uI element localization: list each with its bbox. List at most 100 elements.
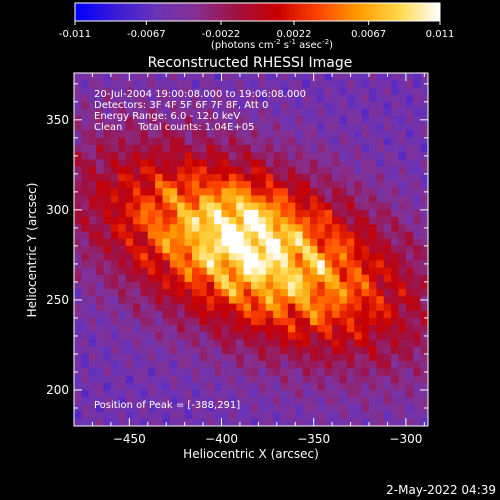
heatmap-cell [118,418,127,426]
heatmap-cell [295,253,304,261]
heatmap-cell [354,281,363,290]
heatmap-cell [169,181,178,189]
heatmap-cell [258,274,267,283]
heatmap-cell [398,260,407,269]
heatmap-cell [391,267,400,276]
heatmap-cell [413,411,422,420]
heatmap-cell [354,418,363,426]
heatmap-cell [354,73,363,81]
heatmap-cell [287,325,296,333]
heatmap-cell [236,116,245,125]
heatmap-cell [96,202,105,211]
heatmap-cell [280,310,289,319]
heatmap-cell [295,418,304,426]
heatmap-cell [155,217,164,225]
heatmap-cell [236,411,245,420]
heatmap-cell [339,418,348,426]
heatmap-cell [140,253,149,261]
heatmap-cell [413,339,422,348]
heatmap-cell [346,188,355,197]
heatmap-cell [74,73,82,81]
heatmap-cell [206,224,215,233]
heatmap-cell [81,80,90,88]
heatmap-cell [147,375,156,384]
heatmap-cell [295,195,304,204]
heatmap-cell [317,397,326,405]
heatmap-cell [74,267,82,276]
heatmap-cell [206,281,215,290]
heatmap-cell [265,152,274,161]
heatmap-cell [273,130,282,139]
heatmap-cell [243,368,252,377]
heatmap-cell [177,389,186,398]
heatmap-cell [155,368,164,377]
heatmap-cell [199,397,208,405]
heatmap-cell [221,195,230,204]
heatmap-cell [140,281,149,290]
heatmap-cell [280,94,289,103]
heatmap-cell [258,310,267,319]
heatmap-cell [169,116,178,125]
heatmap-cell [317,332,326,341]
heatmap-cell [258,418,267,426]
heatmap-cell [258,404,267,413]
heatmap-cell [258,145,267,153]
heatmap-cell [369,281,377,290]
heatmap-cell [118,339,127,348]
heatmap-cell [280,181,289,189]
heatmap-cell [376,267,385,276]
heatmap-cell [103,130,112,139]
heatmap-cell [125,137,134,146]
heatmap-cell [169,281,178,290]
heatmap-cell [88,353,97,362]
heatmap-cell [420,310,428,319]
heatmap-cell [302,310,311,319]
heatmap-cell [273,173,282,182]
heatmap-cell [273,368,282,377]
heatmap-cell [310,389,318,398]
heatmap-cell [273,260,282,269]
heatmap-cell [413,317,422,326]
heatmap-cell [405,382,414,391]
heatmap-cell [125,296,134,305]
heatmap-cell [96,217,105,225]
heatmap-cell [361,361,370,369]
heatmap-cell [214,418,223,426]
heatmap-cell [280,245,289,254]
heatmap-cell [177,303,186,312]
heatmap-cell [273,209,282,218]
heatmap-cell [265,332,274,341]
heatmap-cell [162,361,171,369]
heatmap-cell [398,181,407,189]
annotation-clean-counts: Clean Total counts: 1.04E+05 [94,122,254,133]
heatmap-cell [103,188,112,197]
heatmap-cell [346,152,355,161]
heatmap-cell [324,397,333,405]
heatmap-cell [346,109,355,117]
heatmap-cell [332,260,341,269]
heatmap-cell [110,80,119,88]
heatmap-cell [295,137,304,146]
heatmap-cell [280,346,289,355]
heatmap-cell [339,145,348,153]
heatmap-cell [339,152,348,161]
heatmap-cell [295,274,304,283]
heatmap-cell [118,202,127,211]
heatmap-cell [310,101,318,110]
heatmap-cell [96,281,105,290]
heatmap-cell [398,123,407,132]
heatmap-cell [199,375,208,384]
heatmap-cell [295,87,304,96]
heatmap-cell [420,130,428,139]
heatmap-image [74,73,428,426]
heatmap-cell [155,159,164,168]
heatmap-cell [369,224,377,233]
heatmap-cell [369,274,377,283]
heatmap-cell [147,389,156,398]
heatmap-cell [317,188,326,197]
heatmap-cell [110,368,119,377]
heatmap-cell [310,310,318,319]
heatmap-cell [420,231,428,240]
heatmap-cell [147,310,156,319]
heatmap-cell [192,418,200,426]
